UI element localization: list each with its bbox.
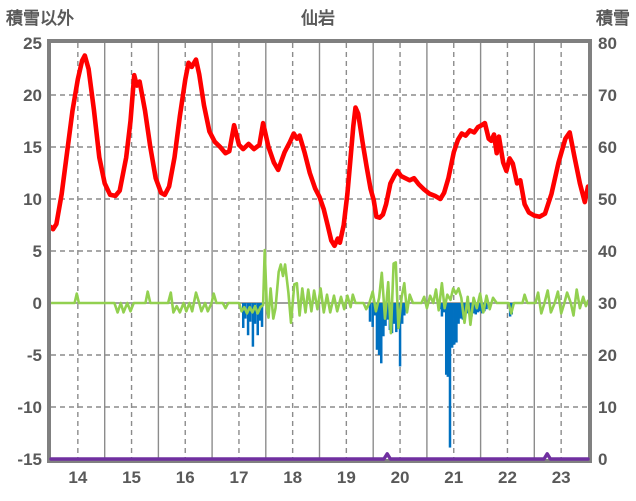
plot-frame xyxy=(47,39,592,463)
left-axis-tick: 15 xyxy=(23,138,42,157)
precip-bar xyxy=(380,303,383,364)
left-axis-title: 積雪以外 xyxy=(6,9,74,28)
precip-bar xyxy=(450,303,454,348)
left-axis-tick: -5 xyxy=(27,346,42,365)
precip-bar xyxy=(251,303,255,347)
precip-bar xyxy=(382,303,385,337)
right-axis-tick: 30 xyxy=(598,294,617,313)
precip-bar xyxy=(377,303,381,355)
precip-bar xyxy=(448,303,452,448)
precip-bar xyxy=(485,303,488,310)
precip-bar xyxy=(386,303,389,320)
left-axis-tick: 20 xyxy=(23,86,42,105)
right-axis-tick: 80 xyxy=(598,34,617,53)
x-axis-tick: 15 xyxy=(122,468,141,487)
chart-title: 仙岩 xyxy=(301,9,335,28)
precip-bar xyxy=(248,303,252,322)
x-axis-tick: 18 xyxy=(283,468,302,487)
precip-bar xyxy=(368,303,372,322)
x-axis-tick: 14 xyxy=(68,468,87,487)
left-axis-tick: -15 xyxy=(17,450,42,469)
right-axis-tick: 50 xyxy=(598,190,617,209)
right-axis-tick: 20 xyxy=(598,346,617,365)
green-series-line xyxy=(49,248,590,335)
right-axis-title: 積雪 xyxy=(596,9,630,28)
precip-bar xyxy=(371,303,374,327)
x-axis-tick: 22 xyxy=(498,468,517,487)
precip-bar xyxy=(375,303,379,350)
precip-bar xyxy=(392,303,396,324)
snow-depth-line xyxy=(49,452,590,461)
x-axis-tick: 23 xyxy=(552,468,571,487)
precip-bar xyxy=(459,303,462,319)
precip-bar xyxy=(440,303,444,317)
x-axis-tick: 16 xyxy=(176,468,195,487)
left-axis-tick: 5 xyxy=(33,242,42,261)
precip-bar xyxy=(246,303,250,336)
precip-bar xyxy=(258,303,262,321)
precip-bar xyxy=(256,303,259,336)
precip-bar xyxy=(395,303,398,333)
precip-bar xyxy=(455,303,458,343)
precip-bar xyxy=(253,303,257,324)
left-axis-tick: 0 xyxy=(33,294,42,313)
right-axis-tick: 10 xyxy=(598,398,617,417)
precip-bar xyxy=(260,303,264,327)
left-axis-tick: 10 xyxy=(23,190,42,209)
temperature-line xyxy=(48,53,591,249)
precip-bar xyxy=(446,303,450,377)
right-axis-tick: 70 xyxy=(598,86,617,105)
precip-bar xyxy=(400,303,404,324)
right-axis-tick: 0 xyxy=(598,450,607,469)
precip-bar xyxy=(453,303,456,345)
right-axis-tick: 60 xyxy=(598,138,617,157)
x-axis-tick: 19 xyxy=(337,468,356,487)
left-axis-tick: -10 xyxy=(17,398,42,417)
precip-bar xyxy=(444,303,448,375)
precip-bar xyxy=(457,303,460,324)
right-axis-tick: 40 xyxy=(598,242,617,261)
left-axis-tick: 25 xyxy=(23,34,42,53)
x-axis-tick: 17 xyxy=(229,468,248,487)
precip-bar xyxy=(241,303,245,328)
precip-bar xyxy=(398,303,402,367)
precip-bar xyxy=(478,303,482,312)
x-axis-tick: 21 xyxy=(444,468,463,487)
x-axis-tick: 20 xyxy=(391,468,410,487)
precip-bar xyxy=(403,303,406,316)
